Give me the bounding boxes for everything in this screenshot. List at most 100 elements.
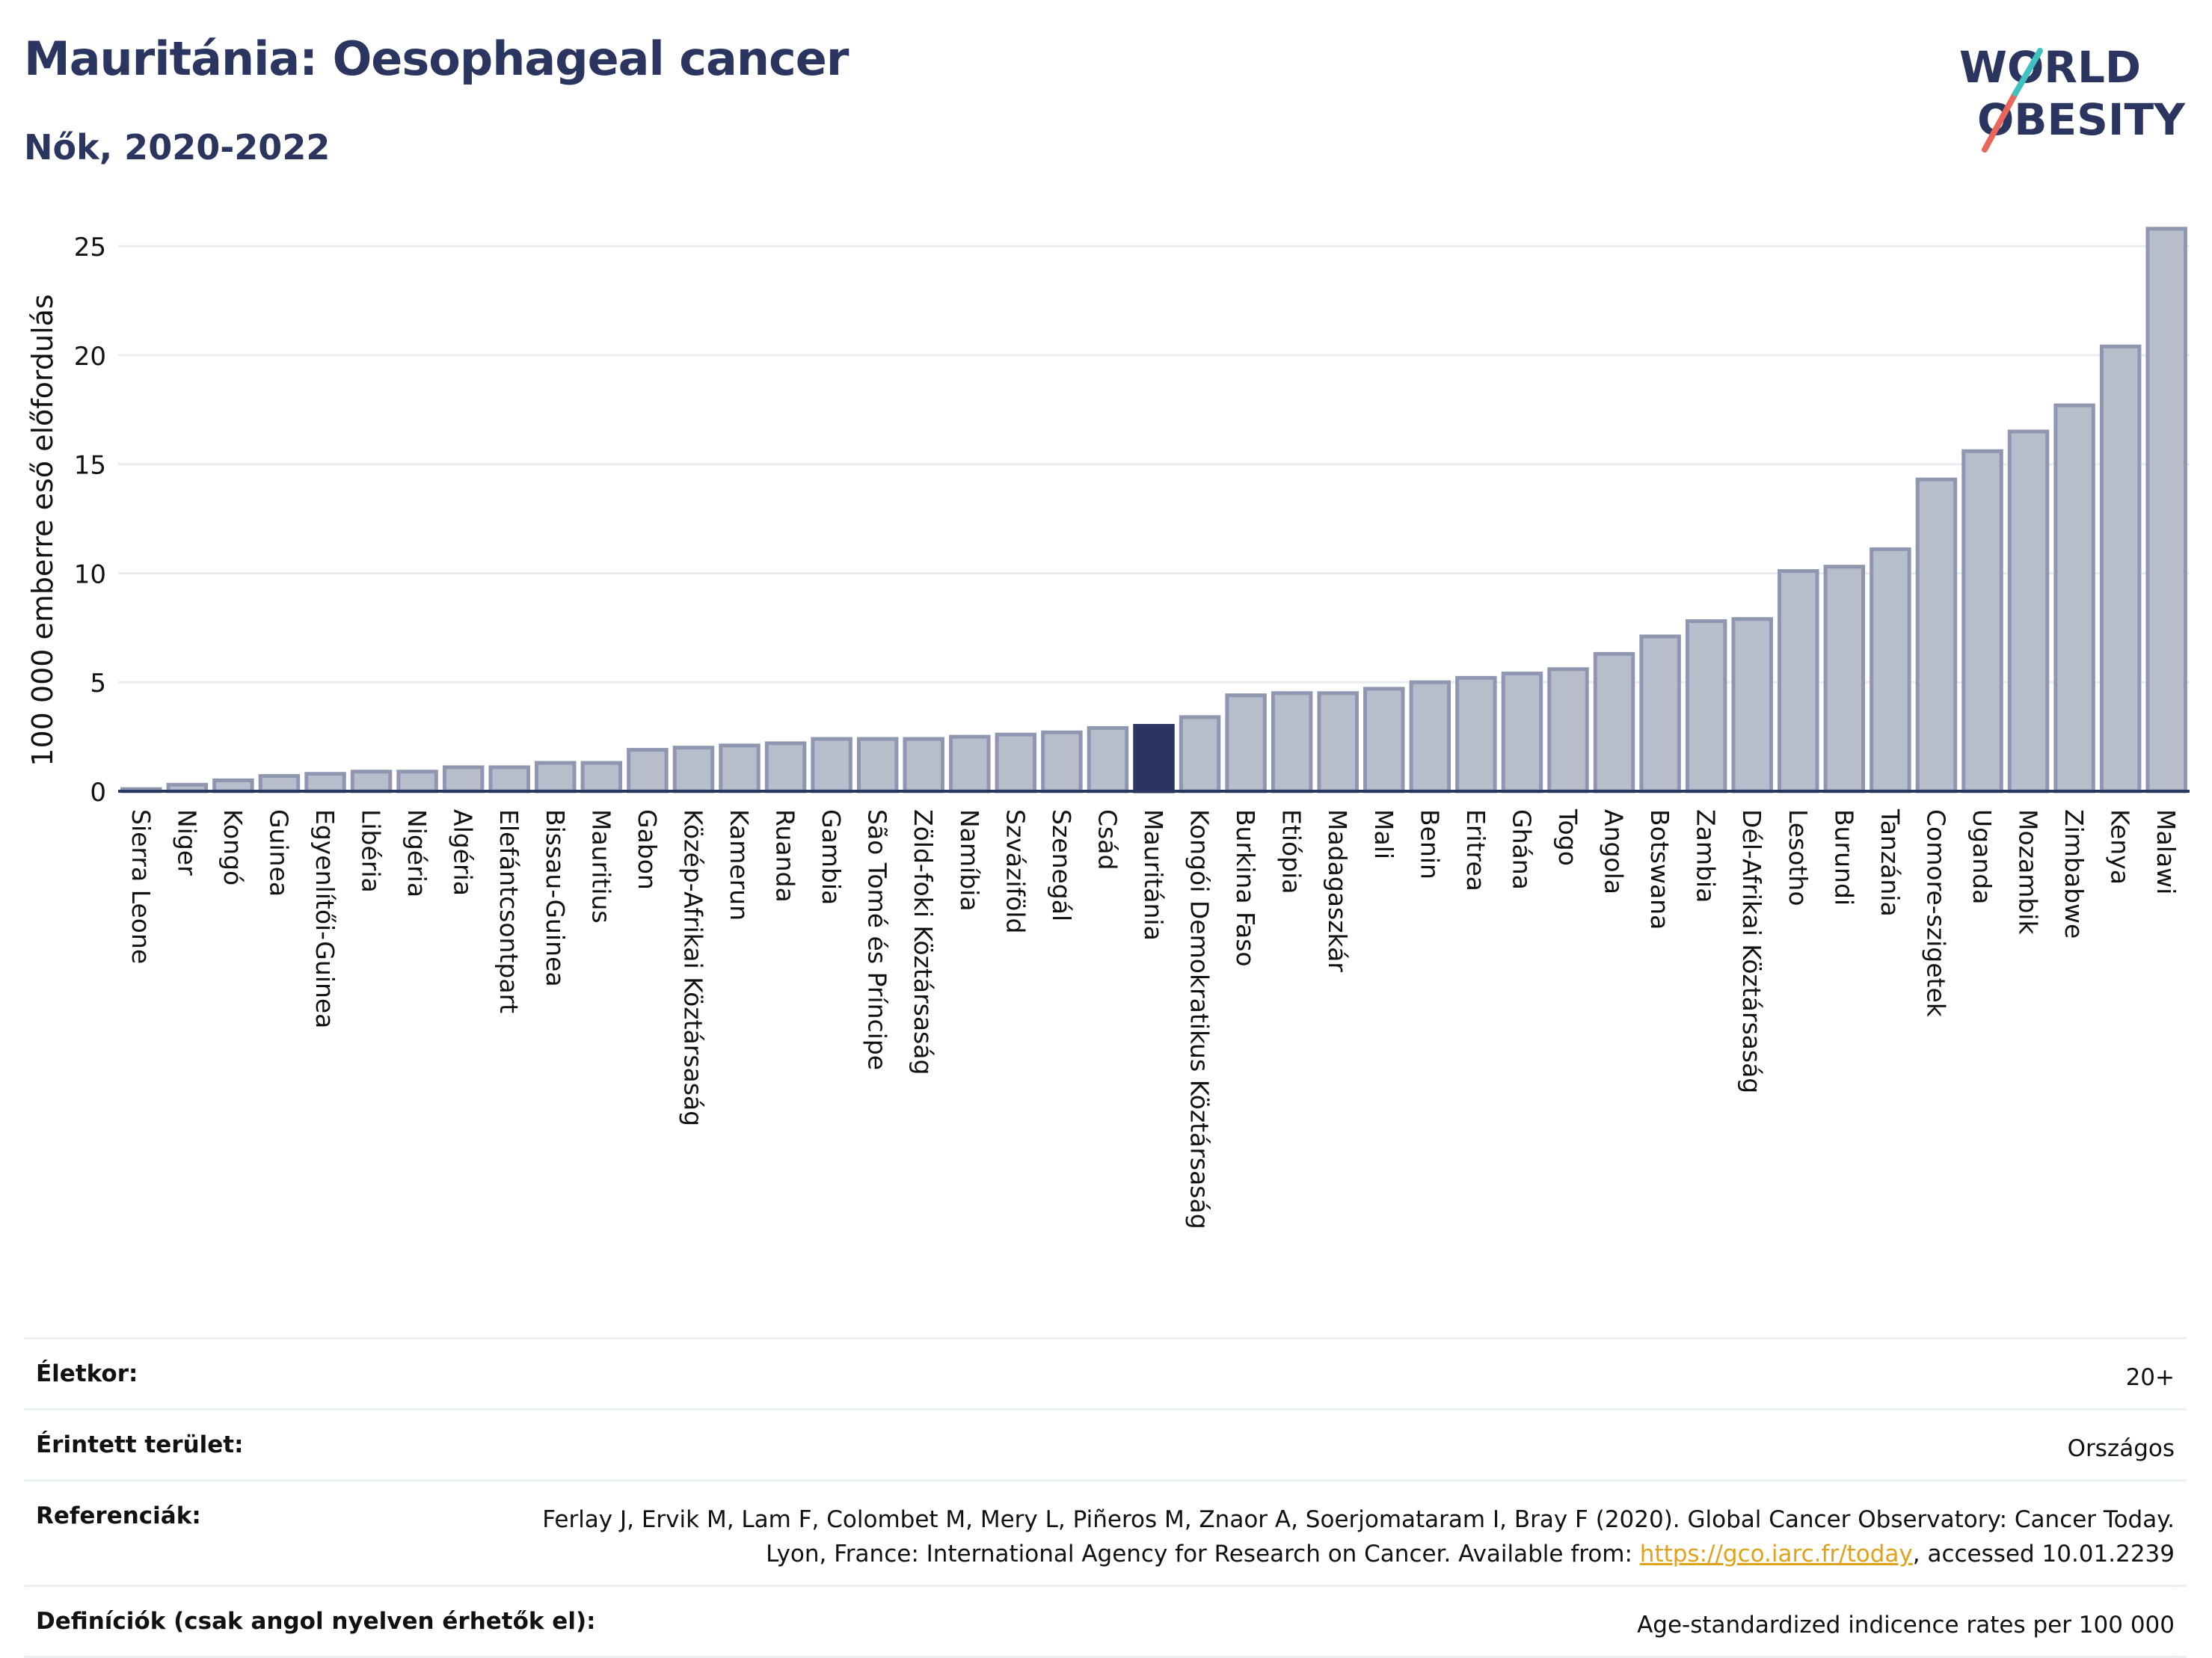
x-tick-label: Burkina Faso <box>1231 809 1260 967</box>
page-subtitle: Nők, 2020-2022 <box>24 127 331 168</box>
x-tick-label: Szváziföld <box>1001 809 1030 933</box>
bar <box>995 732 1037 793</box>
bar <box>1639 634 1681 793</box>
x-tick-label: Zambia <box>1692 809 1721 903</box>
x-tick-label: Lesotho <box>1784 809 1813 906</box>
info-table: Életkor: 20+ Érintett terület: Országos … <box>24 1337 2187 1658</box>
x-tick-label: Kongó <box>218 809 248 885</box>
bar <box>1961 449 2003 793</box>
y-tick-label: 0 <box>90 778 106 808</box>
x-tick-label: Botswana <box>1645 809 1674 930</box>
x-tick-label: Kongói Demokratikus Köztársaság <box>1185 809 1214 1229</box>
bar <box>1685 619 1727 793</box>
x-tick-label: Szenegál <box>1047 809 1076 921</box>
bar <box>1501 672 1543 793</box>
bar <box>2099 344 2142 793</box>
x-tick-label: Malawi <box>2151 809 2181 894</box>
bar <box>2053 403 2095 793</box>
x-tick-label: Niger <box>172 809 201 876</box>
bar <box>1271 691 1313 793</box>
bar <box>627 748 669 793</box>
area-value: Országos <box>2067 1435 2175 1462</box>
info-row-definitions: Definíciók (csak angol nyelven érhetők e… <box>24 1585 2187 1658</box>
logo-slash-red <box>1982 90 2018 153</box>
x-tick-label: Algéria <box>449 809 478 896</box>
x-tick-label: Kamerun <box>725 809 754 921</box>
bar <box>1455 675 1497 793</box>
bar <box>672 746 715 793</box>
references-label: Referenciák: <box>36 1502 201 1529</box>
logo-line1: WORLD <box>1959 42 2141 93</box>
info-row-references: Referenciák: Ferlay J, Ervik M, Lam F, C… <box>24 1479 2187 1585</box>
bar <box>856 737 899 793</box>
bar-chart: 0 5 10 15 20 25 100 000 emberre eső előfordulá… <box>26 227 2190 1229</box>
y-tick-label: 25 <box>74 233 106 262</box>
x-tick-label: Mauritius <box>586 809 615 924</box>
x-tick-label: Mauritánia <box>1139 809 1168 941</box>
bar <box>811 737 852 793</box>
x-tick-label: Gambia <box>817 809 846 905</box>
info-row-area: Érintett terület: Országos <box>24 1408 2187 1479</box>
x-tick-label: Gabon <box>633 809 662 890</box>
x-tick-label: São Tomé és Príncipe <box>863 809 892 1070</box>
x-tick-label: Uganda <box>1967 809 1997 904</box>
age-label: Életkor: <box>36 1360 138 1387</box>
x-tick-label: Libéria <box>357 809 386 893</box>
x-tick-label: Sierra Leone <box>126 809 156 964</box>
references-text: Ferlay J, Ervik M, Lam F, Colombet M, Me… <box>542 1506 2175 1568</box>
bar <box>1409 680 1451 793</box>
x-tick-label: Burundi <box>1829 809 1858 906</box>
bar <box>1731 617 1773 793</box>
x-tick-label: Eritrea <box>1461 809 1490 891</box>
bar <box>1225 693 1267 793</box>
references-link[interactable]: https://gco.iarc.fr/today <box>1639 1541 1913 1568</box>
bar <box>258 774 301 793</box>
age-value: 20+ <box>2125 1364 2175 1391</box>
bar <box>442 765 485 793</box>
bar <box>396 770 438 793</box>
bar <box>1133 724 1175 793</box>
bar <box>2007 429 2050 793</box>
x-tick-label: Benin <box>1415 809 1444 879</box>
world-obesity-logo: WORLD OBESITY <box>1959 42 2186 153</box>
bar <box>1593 651 1635 793</box>
bar <box>1870 547 1911 793</box>
bar <box>488 765 530 793</box>
x-tick-label: Angola <box>1600 809 1629 894</box>
x-tick-label: Ghána <box>1507 809 1536 890</box>
references-accessed: , accessed 10.01.2239 <box>1912 1541 2175 1568</box>
x-tick-label: Nigéria <box>402 809 431 897</box>
bar <box>1041 730 1083 793</box>
bar <box>2145 227 2187 793</box>
area-label: Érintett terület: <box>36 1431 244 1458</box>
definitions-value: Age-standardized indicence rates per 100… <box>1637 1612 2175 1639</box>
bar <box>1778 569 1819 793</box>
bar <box>719 743 761 793</box>
x-tick-label: Ruanda <box>771 809 800 903</box>
x-tick-label: Namíbia <box>955 809 984 912</box>
x-tick-label: Togo <box>1553 808 1582 866</box>
x-tick-label: Kenya <box>2106 809 2135 885</box>
bar <box>1823 565 1866 793</box>
bar <box>1915 477 1958 793</box>
y-tick-label: 5 <box>90 669 106 698</box>
bar <box>212 778 254 793</box>
definitions-label: Definíciók (csak angol nyelven érhetők e… <box>36 1608 596 1635</box>
bar <box>350 770 393 793</box>
x-tick-label: Közép-Afrikai Köztársaság <box>678 809 707 1126</box>
references-value: Ferlay J, Ervik M, Lam F, Colombet M, Me… <box>529 1502 2175 1571</box>
bar <box>580 761 623 793</box>
x-tick-label: Zöld-foki Köztársaság <box>909 809 938 1075</box>
x-tick-label: Csád <box>1093 809 1122 870</box>
bar <box>1087 725 1129 793</box>
x-tick-label: Comore-szigetek <box>1921 809 1950 1018</box>
logo-slash-teal <box>2012 48 2043 96</box>
x-tick-label: Madagaszkár <box>1323 809 1352 972</box>
info-row-age: Életkor: 20+ <box>24 1337 2187 1408</box>
bar <box>949 734 991 793</box>
y-tick-label: 10 <box>74 559 106 589</box>
y-axis-label: 100 000 emberre eső előfordulás <box>26 294 59 766</box>
page-title: Mauritánia: Oesophageal cancer <box>24 31 849 86</box>
y-tick-label: 15 <box>74 451 106 481</box>
x-tick-label: Bissau-Guinea <box>541 809 570 987</box>
